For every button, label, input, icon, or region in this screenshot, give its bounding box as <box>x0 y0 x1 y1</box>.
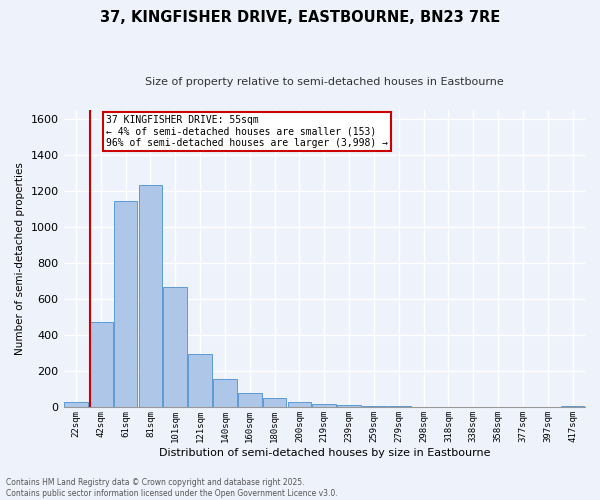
Text: 37, KINGFISHER DRIVE, EASTBOURNE, BN23 7RE: 37, KINGFISHER DRIVE, EASTBOURNE, BN23 7… <box>100 10 500 25</box>
Bar <box>163 288 187 407</box>
Bar <box>139 185 162 407</box>
Bar <box>114 201 137 407</box>
Bar <box>188 354 212 407</box>
Bar <box>313 404 336 407</box>
Bar <box>387 406 410 407</box>
Title: Size of property relative to semi-detached houses in Eastbourne: Size of property relative to semi-detach… <box>145 78 503 88</box>
Text: Contains HM Land Registry data © Crown copyright and database right 2025.
Contai: Contains HM Land Registry data © Crown c… <box>6 478 338 498</box>
Bar <box>561 406 584 407</box>
Bar <box>263 398 286 407</box>
Bar <box>213 379 237 407</box>
Bar <box>64 402 88 407</box>
Bar <box>362 406 386 407</box>
Bar <box>287 402 311 407</box>
Bar <box>238 394 262 407</box>
Bar <box>89 322 113 407</box>
Bar <box>337 405 361 407</box>
X-axis label: Distribution of semi-detached houses by size in Eastbourne: Distribution of semi-detached houses by … <box>158 448 490 458</box>
Text: 37 KINGFISHER DRIVE: 55sqm
← 4% of semi-detached houses are smaller (153)
96% of: 37 KINGFISHER DRIVE: 55sqm ← 4% of semi-… <box>106 115 388 148</box>
Y-axis label: Number of semi-detached properties: Number of semi-detached properties <box>15 162 25 355</box>
